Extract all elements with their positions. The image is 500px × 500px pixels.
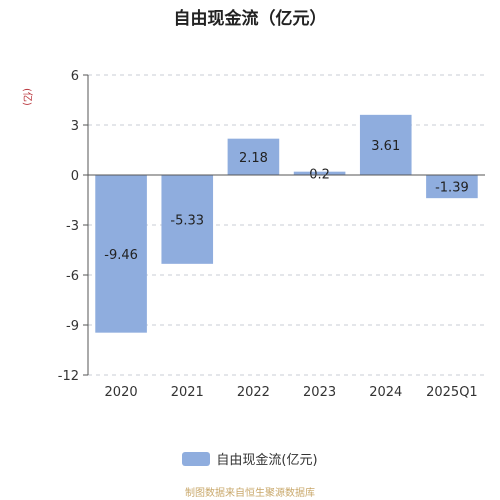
bar-2023 bbox=[293, 171, 346, 175]
y-tick-label: 0 bbox=[71, 169, 79, 184]
x-tick-label: 2021 bbox=[171, 385, 204, 400]
data-label: -1.39 bbox=[435, 181, 469, 196]
y-tick-label: 6 bbox=[71, 69, 79, 84]
y-axis-unit: (亿) bbox=[21, 88, 32, 106]
x-tick-label: 2020 bbox=[105, 385, 138, 400]
chart-title: 自由现金流（亿元） bbox=[173, 9, 327, 29]
bar-2021 bbox=[161, 175, 214, 264]
legend-swatch bbox=[182, 451, 211, 466]
y-tick-label: -6 bbox=[66, 269, 79, 284]
legend-label: 自由现金流(亿元) bbox=[216, 453, 318, 468]
bar-2020 bbox=[95, 175, 147, 333]
x-tick-label: 2022 bbox=[237, 385, 270, 400]
x-tick-label: 2023 bbox=[303, 385, 336, 400]
y-tick-label: 3 bbox=[71, 119, 79, 134]
data-label: -9.46 bbox=[104, 248, 138, 263]
bar-2024 bbox=[359, 114, 412, 175]
x-tick-label: 2024 bbox=[369, 385, 402, 400]
data-label: 3.61 bbox=[371, 139, 400, 154]
y-tick-label: -12 bbox=[58, 369, 79, 384]
data-label: 2.18 bbox=[239, 151, 268, 166]
bar-2025Q1 bbox=[426, 175, 478, 199]
y-tick-label: -9 bbox=[66, 319, 79, 334]
legend[interactable]: 自由现金流(亿元) bbox=[0, 449, 500, 468]
data-label: -5.33 bbox=[170, 213, 204, 228]
source-note: 制图数据来自恒生聚源数据库 bbox=[185, 488, 315, 499]
bar-2022 bbox=[227, 138, 280, 175]
y-tick-label: -3 bbox=[66, 219, 79, 234]
x-tick-label: 2025Q1 bbox=[426, 385, 478, 400]
